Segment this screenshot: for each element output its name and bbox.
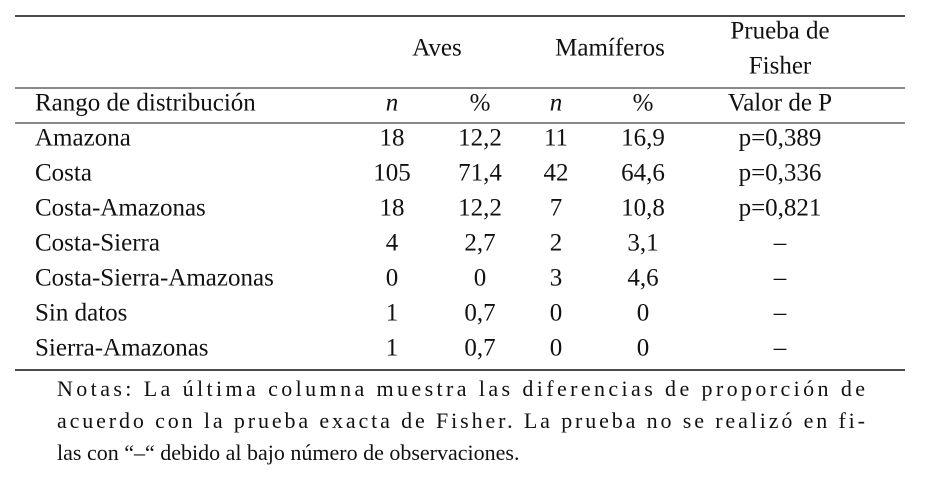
cell: 4 — [386, 230, 399, 257]
cell: p=0,389 — [739, 125, 822, 152]
cell: 4,6 — [627, 265, 658, 292]
note-line: las con “–“ debido al bajo número de obs… — [57, 440, 519, 465]
cell: 1 — [386, 300, 399, 327]
column-header: % — [633, 90, 654, 117]
row-label: Sin datos — [35, 300, 127, 327]
cell: 0,7 — [464, 300, 495, 327]
row-label: Sierra-Amazonas — [35, 335, 209, 362]
cell: 0 — [474, 265, 487, 292]
row-label: Amazona — [35, 125, 131, 152]
row-label: Costa-Amazonas — [35, 195, 206, 222]
row-label: Costa-Sierra — [35, 230, 160, 257]
cell: p=0,821 — [739, 195, 822, 222]
row-label: Costa — [35, 160, 92, 187]
cell: 71,4 — [458, 160, 502, 187]
cell: 105 — [373, 160, 411, 187]
cell: 0 — [637, 300, 650, 327]
column-header: Valor de P — [728, 90, 832, 117]
cell: 7 — [550, 195, 563, 222]
cell: 0 — [550, 300, 563, 327]
column-header: n — [550, 90, 563, 117]
cell: – — [773, 335, 787, 362]
row-label: Costa-Sierra-Amazonas — [35, 265, 274, 292]
column-header: Rango de distribución — [35, 90, 256, 117]
cell: 0,7 — [464, 335, 495, 362]
cell: – — [773, 265, 787, 292]
cell: 12,2 — [458, 195, 502, 222]
note-line: acuerdo con la prueba exacta de Fisher. … — [57, 408, 865, 433]
cell: 3 — [550, 265, 563, 292]
cell: 16,9 — [621, 125, 665, 152]
cell: 3,1 — [627, 230, 658, 257]
cell: 18 — [380, 125, 405, 152]
note-line: Notas: La última columna muestra las dif… — [57, 376, 865, 401]
cell: 1 — [386, 335, 399, 362]
group-header: Prueba de — [730, 18, 829, 45]
cell: p=0,336 — [739, 160, 822, 187]
column-header: n — [386, 90, 399, 117]
cell: 64,6 — [621, 160, 665, 187]
cell: 0 — [637, 335, 650, 362]
cell: 2 — [550, 230, 563, 257]
group-header: Fisher — [749, 53, 812, 80]
cell: – — [773, 230, 787, 257]
group-header: Aves — [412, 35, 462, 62]
column-header: % — [470, 90, 491, 117]
cell: 2,7 — [464, 230, 495, 257]
cell: 10,8 — [621, 195, 665, 222]
cell: 18 — [380, 195, 405, 222]
cell: 0 — [386, 265, 399, 292]
cell: 0 — [550, 335, 563, 362]
cell: 42 — [544, 160, 569, 187]
group-header: Mamíferos — [555, 35, 665, 62]
cell: 12,2 — [458, 125, 502, 152]
cell: 11 — [544, 125, 568, 152]
cell: – — [773, 300, 787, 327]
